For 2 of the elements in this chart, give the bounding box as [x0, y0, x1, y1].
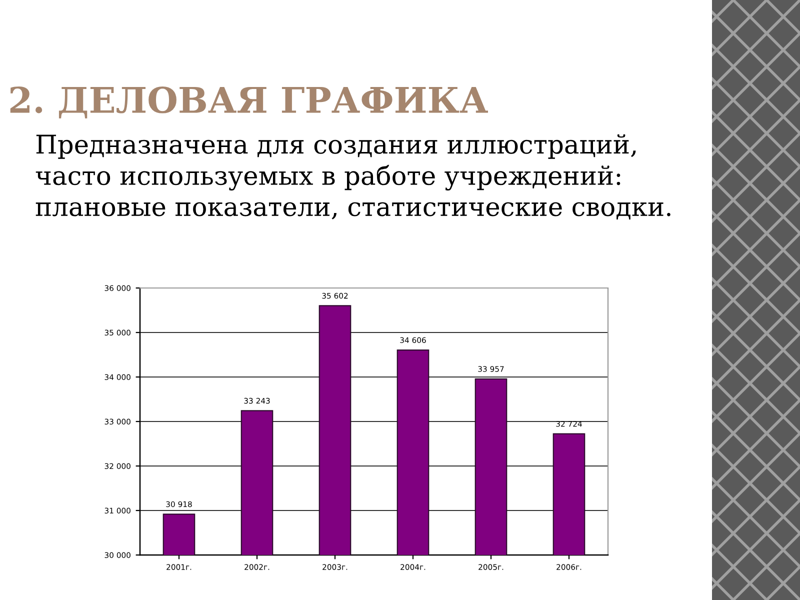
chart-title: 2. ДЕЛОВАЯ ГРАФИКА	[10, 86, 488, 118]
chart-subtitle: Предназначена для создания иллюстраций, часто используемых в работе учреждений: плановые показатели, статистические сводки.	[36, 134, 670, 220]
